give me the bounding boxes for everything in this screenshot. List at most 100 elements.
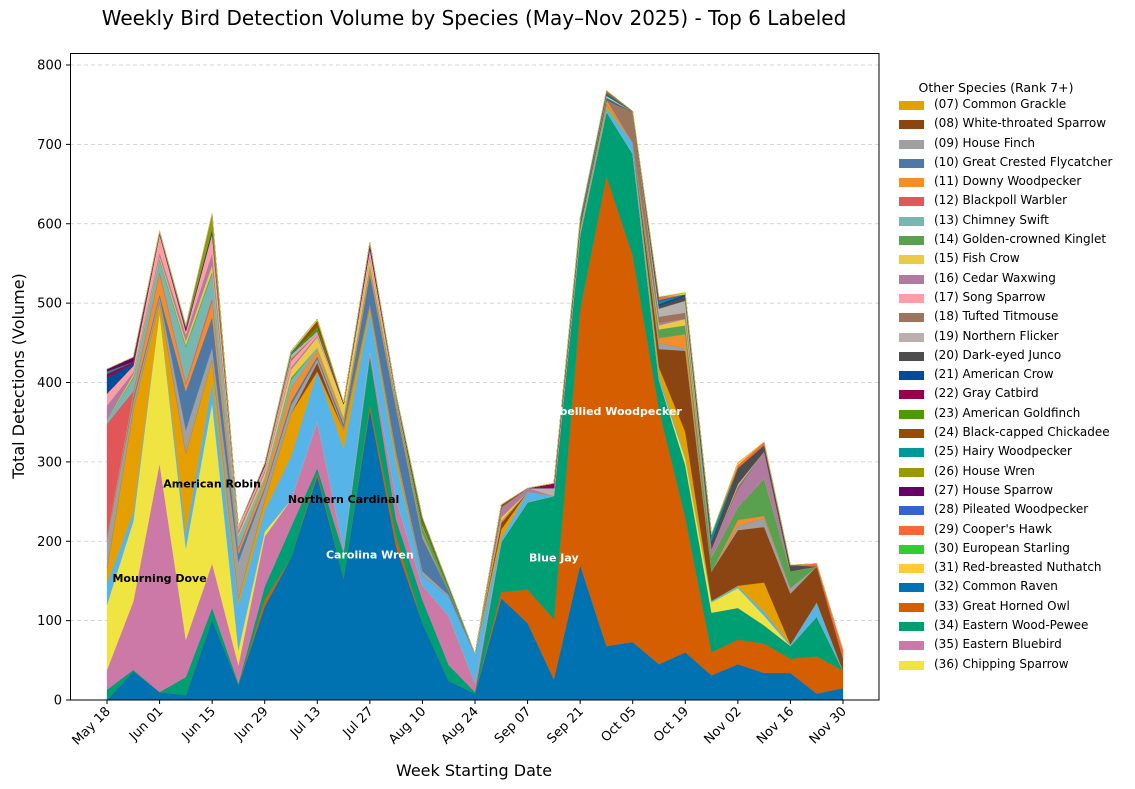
legend-label: (26) House Wren [934, 463, 1035, 478]
y-tick-label: 400 [37, 376, 62, 391]
legend-swatch [899, 274, 924, 284]
legend-item: (14) Golden-crowned Kinglet [896, 232, 1132, 251]
legend-item: (20) Dark-eyed Junco [896, 348, 1132, 367]
legend-swatch [899, 139, 924, 149]
legend-item: (12) Blackpoll Warbler [896, 193, 1132, 212]
legend-label: (17) Song Sparrow [934, 289, 1046, 304]
legend-label: (22) Gray Catbird [934, 386, 1039, 401]
legend-item: (15) Fish Crow [896, 251, 1132, 270]
species-label: American Robin [163, 477, 261, 490]
x-axis-label: Week Starting Date [396, 761, 552, 780]
legend-item: (24) Black-capped Chickadee [896, 425, 1132, 444]
legend-item: (34) Eastern Wood-Pewee [896, 618, 1132, 637]
legend-item: (21) American Crow [896, 367, 1132, 386]
legend-label: (28) Pileated Woodpecker [934, 502, 1089, 517]
legend-swatch [899, 216, 924, 226]
x-tick-label: Nov 02 [702, 704, 745, 747]
legend-swatch [899, 564, 924, 574]
y-axis: 0 100 200 300 400 500 600 700 800 [37, 59, 70, 709]
species-label: Red-bellied Woodpecker [531, 405, 682, 418]
legend-label: (19) Northern Flicker [934, 328, 1059, 343]
legend-item: (17) Song Sparrow [896, 290, 1132, 309]
legend-label: (25) Hairy Woodpecker [934, 444, 1072, 459]
species-label: Carolina Wren [326, 549, 414, 562]
legend-label: (31) Red-breasted Nuthatch [934, 560, 1102, 575]
legend-swatch [899, 293, 924, 303]
y-tick-label: 500 [37, 297, 62, 312]
legend-item: (30) European Starling [896, 541, 1132, 560]
legend-item: (25) Hairy Woodpecker [896, 444, 1132, 463]
legend-label: (08) White-throated Sparrow [934, 116, 1107, 131]
x-tick-label: Aug 24 [439, 704, 482, 747]
legend-label: (12) Blackpoll Warbler [934, 193, 1068, 208]
legend-swatch [899, 371, 924, 381]
x-axis: May 18 Jun 01 Jun 15 Jun 29 Jul 13 Jul 27 Aug … [70, 700, 850, 748]
legend-swatch [899, 255, 924, 265]
legend-swatch [899, 390, 924, 400]
legend-label: (32) Common Raven [934, 579, 1058, 594]
legend-swatch [899, 351, 924, 361]
area-chipping-sparrow [106, 90, 844, 655]
legend-item: (13) Chimney Swift [896, 213, 1132, 232]
legend-label: (16) Cedar Waxwing [934, 270, 1056, 285]
legend-item: (27) House Sparrow [896, 483, 1132, 502]
legend-label: (29) Cooper's Hawk [934, 521, 1052, 536]
legend-swatch [899, 583, 924, 593]
legend-swatch [899, 429, 924, 439]
legend-label: (27) House Sparrow [934, 482, 1054, 497]
species-label: Blue Jay [529, 552, 579, 565]
legend-label: (18) Tufted Titmouse [934, 309, 1059, 324]
legend-label: (07) Common Grackle [934, 97, 1067, 111]
legend-swatch [899, 641, 924, 651]
species-labels: Carolina Wren Red-bellied Woodpecker Blue … [112, 405, 682, 585]
legend-label: (11) Downy Woodpecker [934, 174, 1082, 189]
legend-label: (23) American Goldfinch [934, 405, 1081, 420]
y-tick-label: 0 [54, 694, 62, 709]
x-tick-label: Sep 07 [492, 704, 535, 747]
legend-swatch [899, 158, 924, 168]
y-tick-label: 100 [37, 614, 62, 629]
species-label: Mourning Dove [112, 572, 206, 585]
legend-label: (34) Eastern Wood-Pewee [934, 618, 1089, 633]
legend-item: (10) Great Crested Flycatcher [896, 155, 1132, 174]
legend-item: (33) Great Horned Owl [896, 599, 1132, 618]
legend-swatch [899, 313, 924, 323]
legend-item: (35) Eastern Bluebird [896, 637, 1132, 656]
legend-swatch [899, 506, 924, 516]
legend-swatch [899, 236, 924, 246]
legend: Other Species (Rank 7+) (07) Common Grac… [896, 80, 1132, 676]
x-tick-label: Nov 16 [754, 704, 797, 747]
legend-item: (11) Downy Woodpecker [896, 174, 1132, 193]
x-tick-label: Aug 10 [386, 704, 429, 747]
legend-item: (26) House Wren [896, 464, 1132, 483]
legend-item: (18) Tufted Titmouse [896, 309, 1132, 328]
legend-swatch [899, 660, 924, 670]
legend-label: (14) Golden-crowned Kinglet [934, 232, 1107, 247]
y-tick-label: 700 [37, 138, 62, 153]
legend-label: (24) Black-capped Chickadee [934, 425, 1110, 440]
x-tick-label: Oct 19 [651, 704, 692, 745]
chart-title: Weekly Bird Detection Volume by Species … [101, 6, 847, 30]
legend-item: (31) Red-breasted Nuthatch [896, 560, 1132, 579]
legend-label: (33) Great Horned Owl [934, 598, 1070, 613]
legend-swatch [899, 120, 924, 130]
legend-item: (08) White-throated Sparrow [896, 116, 1132, 135]
legend-label: (35) Eastern Bluebird [934, 637, 1062, 652]
species-label: Northern Cardinal [288, 493, 399, 506]
legend-swatch [899, 467, 924, 477]
legend-label: (10) Great Crested Flycatcher [934, 154, 1113, 169]
y-tick-label: 300 [37, 455, 62, 470]
legend-item: (19) Northern Flicker [896, 329, 1132, 348]
x-tick-label: Jun 15 [179, 704, 219, 744]
legend-swatch [899, 178, 924, 188]
legend-item: (32) Common Raven [896, 579, 1132, 598]
legend-item: (36) Chipping Sparrow [896, 657, 1132, 676]
legend-swatch [899, 602, 924, 612]
legend-swatch [899, 448, 924, 458]
legend-swatch [899, 525, 924, 535]
legend-item: (29) Cooper's Hawk [896, 522, 1132, 541]
legend-label: (36) Chipping Sparrow [934, 656, 1069, 671]
legend-item: (09) House Finch [896, 136, 1132, 155]
legend-swatch [899, 622, 924, 632]
